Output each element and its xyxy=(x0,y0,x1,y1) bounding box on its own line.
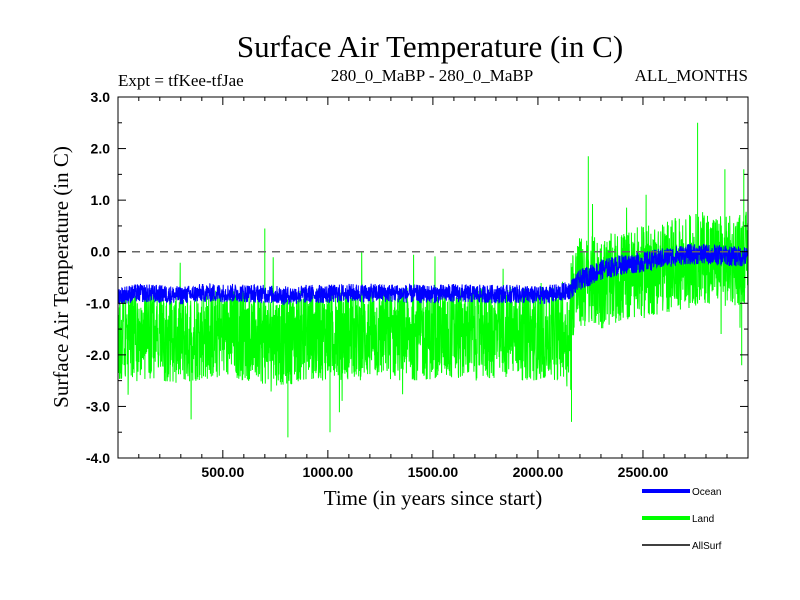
y-tick-label: -4.0 xyxy=(86,450,110,466)
series-line-ocean xyxy=(117,243,749,306)
legend-label-ocean: Ocean xyxy=(692,487,721,498)
y-tick-label: 3.0 xyxy=(91,89,111,105)
x-tick-label: 2000.00 xyxy=(513,464,564,480)
legend-label-land: Land xyxy=(692,514,714,525)
experiment-label: Expt = tfKee-tfJae xyxy=(118,71,244,90)
plot-area xyxy=(117,122,749,438)
comparison-label: 280_0_MaBP - 280_0_MaBP xyxy=(331,66,533,85)
legend: Ocean Land AllSurf xyxy=(642,487,722,552)
x-tick-label: 1500.00 xyxy=(408,464,459,480)
period-label: ALL_MONTHS xyxy=(635,66,748,85)
x-tick-label: 2500.00 xyxy=(618,464,669,480)
x-tick-label: 1000.00 xyxy=(303,464,354,480)
y-tick-label: -2.0 xyxy=(86,347,110,363)
y-tick-label: -1.0 xyxy=(86,295,110,311)
x-axis-label: Time (in years since start) xyxy=(324,486,543,510)
x-tick-label: 500.00 xyxy=(201,464,244,480)
axes: -4.0 -3.0 -2.0 -1.0 0.0 1.0 2.0 3.0 500.00 1000.0… xyxy=(86,89,748,480)
legend-label-allsurf: AllSurf xyxy=(692,541,722,552)
y-tick-label: 2.0 xyxy=(91,141,111,157)
y-tick-label: 1.0 xyxy=(91,192,111,208)
y-tick-label: 0.0 xyxy=(91,244,111,260)
chart-title: Surface Air Temperature (in C) xyxy=(237,29,623,64)
y-axis-label: Surface Air Temperature (in C) xyxy=(49,146,73,408)
y-tick-label: -3.0 xyxy=(86,398,110,414)
series-line-land xyxy=(117,122,749,438)
